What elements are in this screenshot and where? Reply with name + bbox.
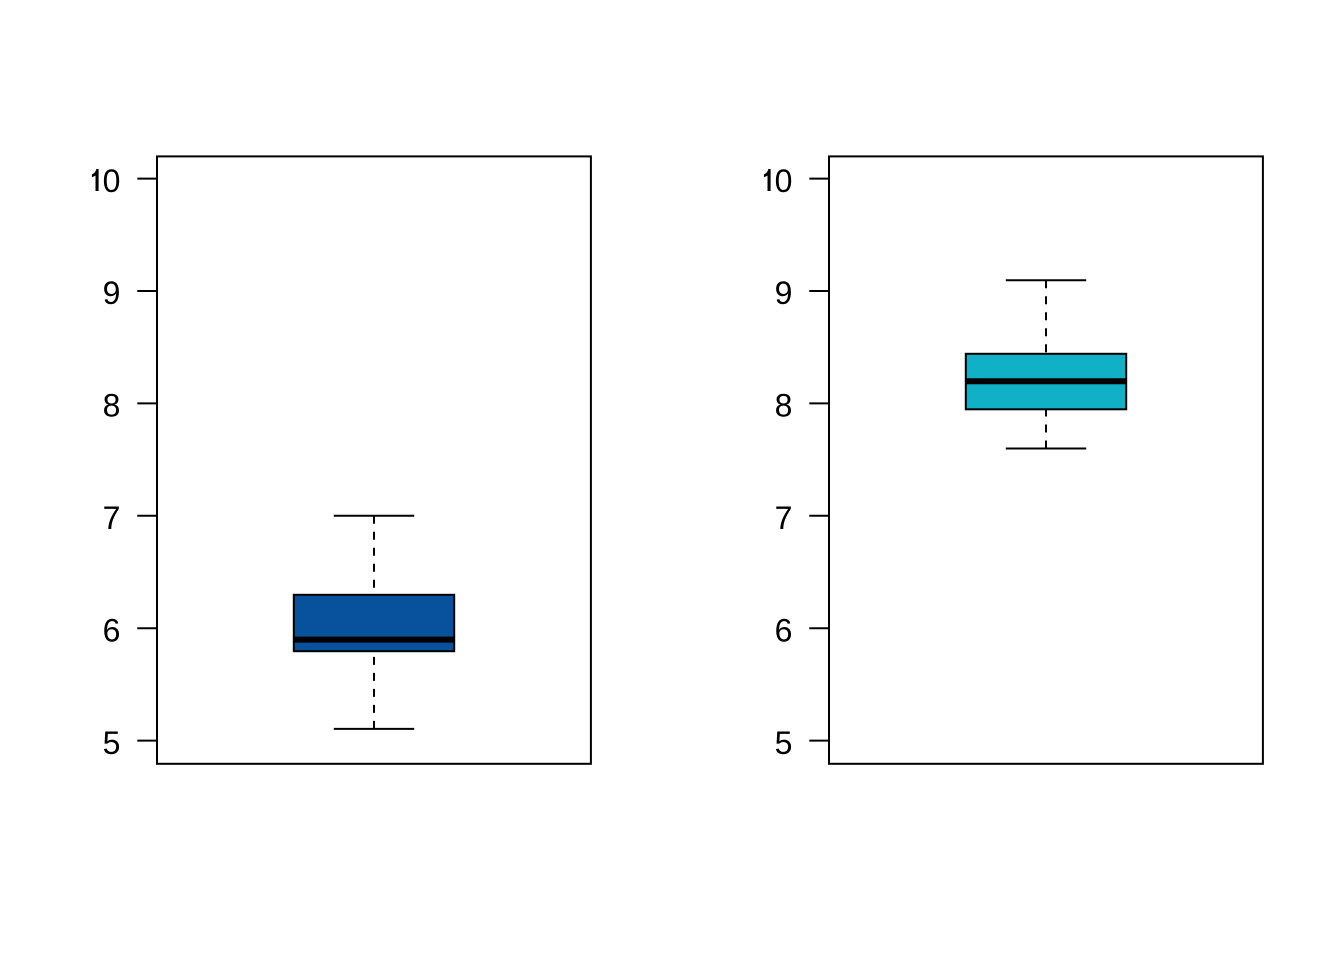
svg-text:7: 7 <box>103 500 121 536</box>
svg-text:8: 8 <box>775 388 793 424</box>
svg-text:6: 6 <box>775 612 793 648</box>
svg-text:0: 0 <box>103 163 121 199</box>
svg-text:9: 9 <box>103 275 121 311</box>
svg-text:6: 6 <box>103 612 121 648</box>
svg-text:0: 0 <box>775 163 793 199</box>
svg-text:8: 8 <box>103 388 121 424</box>
svg-text:5: 5 <box>775 725 793 761</box>
svg-text:5: 5 <box>103 725 121 761</box>
svg-text:9: 9 <box>775 275 793 311</box>
svg-text:7: 7 <box>775 500 793 536</box>
